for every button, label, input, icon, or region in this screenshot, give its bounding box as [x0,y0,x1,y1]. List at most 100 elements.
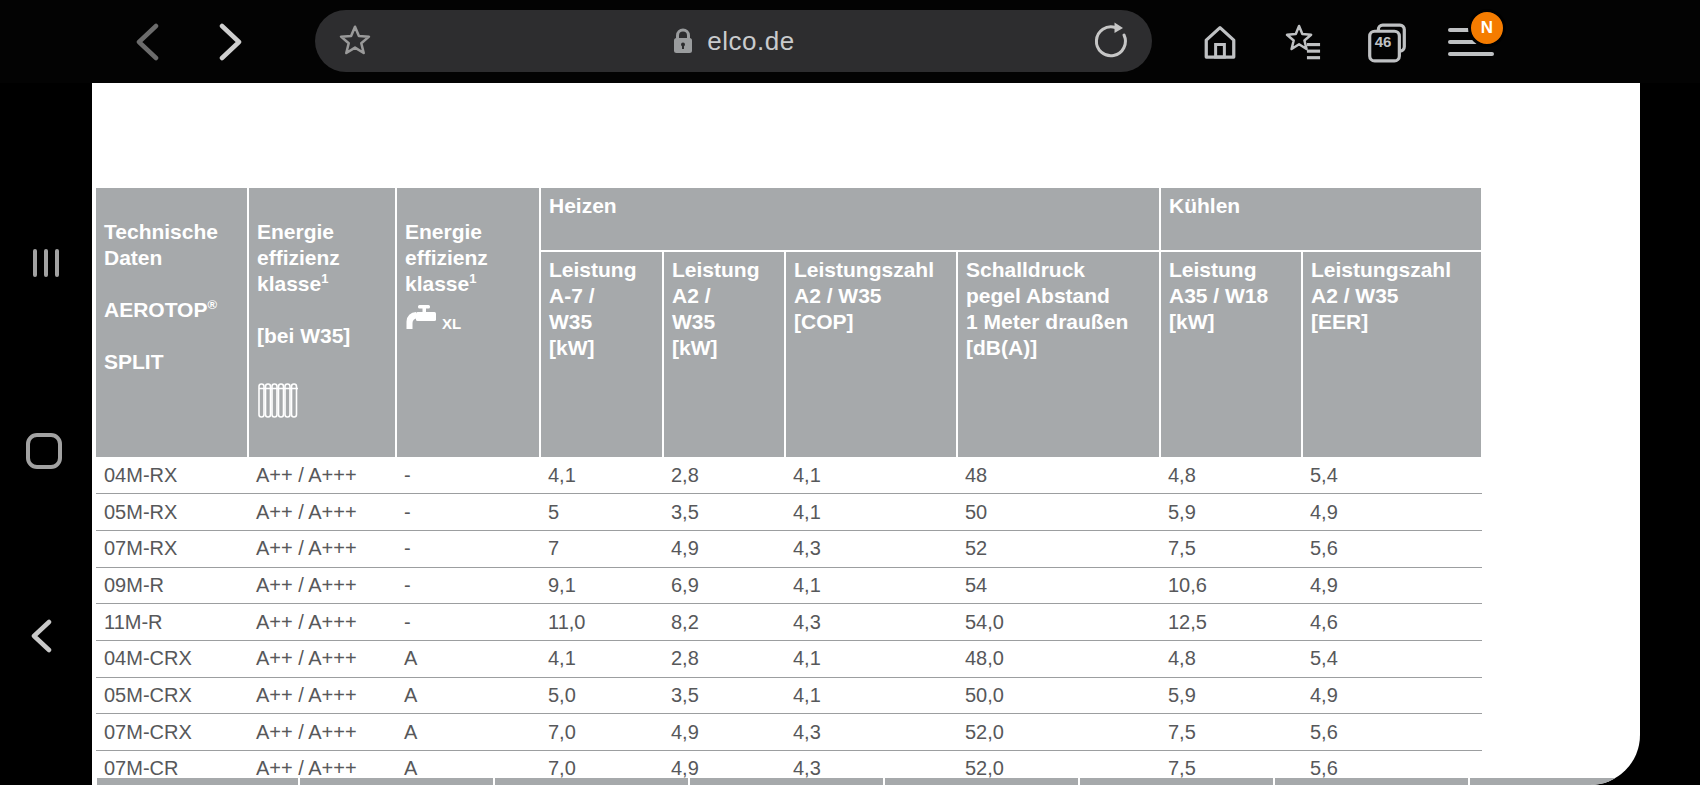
notification-badge[interactable]: N [1468,9,1506,47]
table-cell: A [396,640,540,677]
table-row: 04M-CRXA++ / A+++A4,12,84,148,04,85,4 [96,640,1482,677]
table-cell: A++ / A+++ [248,567,396,604]
table-cell: 2,8 [663,640,785,677]
table-cell: 7,0 [540,714,663,751]
header-sub-leistung-a2: Leistung A2 / W35 [kW] [663,251,785,457]
table-cell: 4,1 [540,640,663,677]
table-cell: 52,0 [957,714,1160,751]
table-cell: 5,4 [1302,457,1482,494]
table-cell: 7,5 [1160,714,1302,751]
table-cell: 4,1 [785,677,957,714]
table-row: 05M-RXA++ / A+++-53,54,1505,94,9 [96,494,1482,531]
table-cell: 4,1 [785,567,957,604]
table-cell: 48 [957,457,1160,494]
table-cell: 05M-RX [96,494,248,531]
header-sub-leistung-a35: Leistung A35 / W18 [kW] [1160,251,1302,457]
table-cell: 3,5 [663,494,785,531]
table-row: 07M-RXA++ / A+++-74,94,3527,55,6 [96,530,1482,567]
table-header: Technische Daten AEROTOP® SPLIT Energie … [96,188,1482,457]
table-cell: 7 [540,530,663,567]
table-cell: 12,5 [1160,604,1302,641]
table-cell: 7,5 [1160,530,1302,567]
table-cell: A++ / A+++ [248,714,396,751]
table-row: 05M-CRXA++ / A+++A5,03,54,150,05,94,9 [96,677,1482,714]
web-page: Technische Daten AEROTOP® SPLIT Energie … [92,83,1640,785]
radiator-icon [257,354,387,426]
tap-size-label: XL [442,311,461,337]
url-bar[interactable]: elco.de [315,10,1152,72]
table-cell: 6,9 [663,567,785,604]
table-cell: A++ / A+++ [248,457,396,494]
table-body: 04M-RXA++ / A+++-4,12,84,1484,85,405M-RX… [96,457,1482,785]
table-cell: 4,9 [663,714,785,751]
refresh-icon[interactable] [1092,22,1130,60]
header-eek-dhw: Energie effizienz klasse1 XL [396,188,540,457]
table-cell: - [396,567,540,604]
table-cell: 5,0 [540,677,663,714]
forward-icon[interactable] [216,23,246,61]
table-cell: - [396,457,540,494]
table-cell: 5,6 [1302,530,1482,567]
header-product-bottom: SPLIT [104,350,164,373]
table-cell: A++ / A+++ [248,604,396,641]
footnote-1: 1 [469,271,476,286]
table-cell: A++ / A+++ [248,530,396,567]
registered-trademark: ® [207,297,217,312]
table-cell: 07M-RX [96,530,248,567]
table-cell: 52 [957,530,1160,567]
tab-count: 46 [1370,33,1396,50]
header-sub-leistung-a7: Leistung A-7 / W35 [kW] [540,251,663,457]
lock-icon [672,27,694,55]
recents-icon[interactable] [33,249,59,277]
table-cell: 54 [957,567,1160,604]
url-text[interactable]: elco.de [707,26,794,57]
header-sub-cop: Leistungszahl A2 / W35 [COP] [785,251,957,457]
table-cell: 4,1 [785,640,957,677]
table-row: 09M-RA++ / A+++-9,16,94,15410,64,9 [96,567,1482,604]
android-back-icon[interactable] [28,619,54,653]
table-cell: 4,9 [1302,494,1482,531]
table-cell: 54,0 [957,604,1160,641]
table-cell: 11,0 [540,604,663,641]
table-cell: A++ / A+++ [248,494,396,531]
table-cell: 48,0 [957,640,1160,677]
table-row: 04M-RXA++ / A+++-4,12,84,1484,85,4 [96,457,1482,494]
android-home-icon[interactable] [26,433,62,469]
table-cell: A++ / A+++ [248,677,396,714]
url-display[interactable]: elco.de [315,10,1152,72]
table-cell: 4,9 [1302,677,1482,714]
table-cell: 4,8 [1160,640,1302,677]
tap-icon [405,305,441,333]
table-row: 07M-CRXA++ / A+++A7,04,94,352,07,55,6 [96,714,1482,751]
table-cell: 4,1 [540,457,663,494]
table-cell: 4,3 [785,714,957,751]
table-cell: 5,4 [1302,640,1482,677]
header-sub-schalldruck: Schalldruck pegel Abstand 1 Meter drauße… [957,251,1160,457]
table-cell: - [396,604,540,641]
table-cell: - [396,530,540,567]
header-sub-eer: Leistungszahl A2 / W35 [EER] [1302,251,1482,457]
table-cell: 4,3 [785,530,957,567]
table-cell: 5,9 [1160,494,1302,531]
bookmarks-icon[interactable] [1282,22,1324,64]
table-cell: 50 [957,494,1160,531]
header-product-top: Technische Daten [104,220,218,269]
header-product: Technische Daten AEROTOP® SPLIT [96,188,248,457]
table-cell: 04M-RX [96,457,248,494]
screen: elco.de 46 N [0,0,1700,785]
table-cell: 4,8 [1160,457,1302,494]
home-icon[interactable] [1200,22,1240,62]
back-icon[interactable] [132,23,162,61]
technical-data-table: Technische Daten AEROTOP® SPLIT Energie … [96,188,1483,785]
table-cell: 07M-CRX [96,714,248,751]
table-cell: 04M-CRX [96,640,248,677]
table-cell: 4,3 [785,604,957,641]
tabs-icon[interactable]: 46 [1366,22,1408,64]
table-cell: 11M-R [96,604,248,641]
header-group-heating: Heizen [540,188,1160,251]
table-cell: A [396,714,540,751]
table-cell: 10,6 [1160,567,1302,604]
table-cell: A [396,677,540,714]
table-cell: 5 [540,494,663,531]
table-cell: 5,9 [1160,677,1302,714]
